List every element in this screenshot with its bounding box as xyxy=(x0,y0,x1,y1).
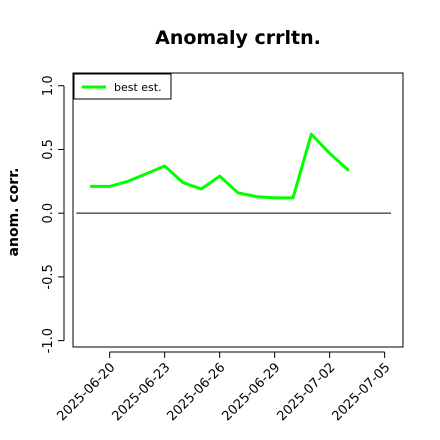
x-tick-label: 2025-06-29 xyxy=(219,360,283,424)
y-tick-label: -1.0 xyxy=(41,328,56,353)
y-axis: -1.0 -0.5 0.0 0.5 1.0 xyxy=(41,75,65,353)
x-tick-label: 2025-06-26 xyxy=(164,360,228,424)
x-tick-label: 2025-07-05 xyxy=(329,360,393,424)
x-axis: 2025-06-202025-06-232025-06-262025-06-29… xyxy=(54,351,393,424)
x-tick-label: 2025-07-02 xyxy=(274,360,338,424)
y-tick-label: 1.0 xyxy=(41,75,56,96)
series-layer xyxy=(89,132,350,200)
y-tick-label: 0.0 xyxy=(41,203,56,224)
x-tick-label: 2025-06-20 xyxy=(54,360,118,424)
y-tick-label: -0.5 xyxy=(41,264,56,289)
y-tick-label: 0.5 xyxy=(41,139,56,160)
plot-frame xyxy=(72,72,404,348)
y-axis-label: anom. corr. xyxy=(6,168,22,257)
series-line-best-est xyxy=(89,132,350,200)
x-tick-label: 2025-06-23 xyxy=(109,360,173,424)
legend: best est. xyxy=(73,73,172,100)
chart-title: Anomaly crrltn. xyxy=(155,27,321,49)
legend-label: best est. xyxy=(114,81,162,94)
